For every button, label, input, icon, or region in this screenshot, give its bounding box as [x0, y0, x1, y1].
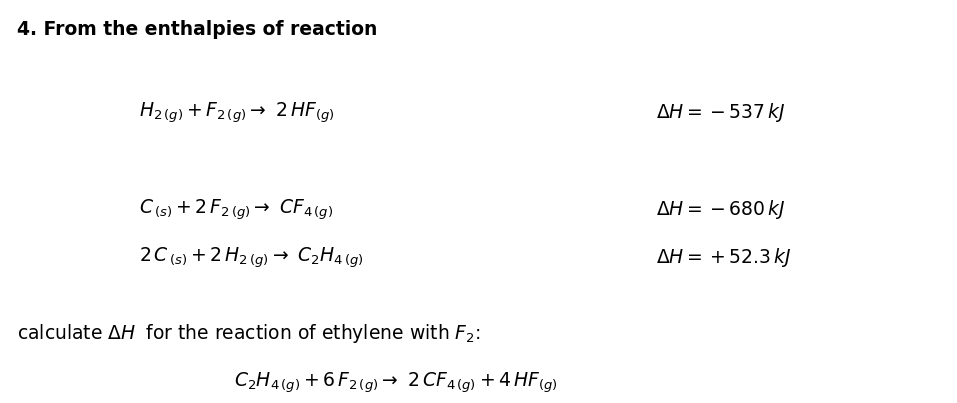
Text: $\Delta H = -680\,kJ$: $\Delta H = -680\,kJ$: [656, 198, 785, 221]
Text: $2\,C_{\,(s)} + 2\,H_{2\,(g)} \rightarrow \ C_2H_{4\,(g)}$: $2\,C_{\,(s)} + 2\,H_{2\,(g)} \rightarro…: [139, 246, 364, 270]
Text: 4. From the enthalpies of reaction: 4. From the enthalpies of reaction: [17, 20, 378, 39]
Text: $H_{2\,(g)} + F_{2\,(g)} \rightarrow \ 2\,HF_{(g)}$: $H_{2\,(g)} + F_{2\,(g)} \rightarrow \ 2…: [139, 101, 334, 125]
Text: calculate $\Delta H\;$ for the reaction of ethylene with $F_2$:: calculate $\Delta H\;$ for the reaction …: [17, 322, 481, 345]
Text: $C_{\,(s)} + 2\,F_{2\,(g)} \rightarrow \ CF_{4\,(g)}$: $C_{\,(s)} + 2\,F_{2\,(g)} \rightarrow \…: [139, 197, 333, 222]
Text: $\Delta H = -537\,kJ$: $\Delta H = -537\,kJ$: [656, 101, 785, 125]
Text: $C_2H_{4\,(g)} + 6\,F_{2\,(g)} \rightarrow \ 2\,CF_{4\,(g)} + 4\,HF_{(g)}$: $C_2H_{4\,(g)} + 6\,F_{2\,(g)} \rightarr…: [234, 371, 559, 395]
Text: $\Delta H = +52.3\,kJ$: $\Delta H = +52.3\,kJ$: [656, 246, 791, 270]
